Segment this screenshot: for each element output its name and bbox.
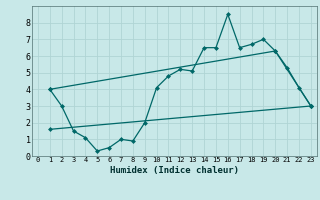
X-axis label: Humidex (Indice chaleur): Humidex (Indice chaleur) [110,166,239,175]
